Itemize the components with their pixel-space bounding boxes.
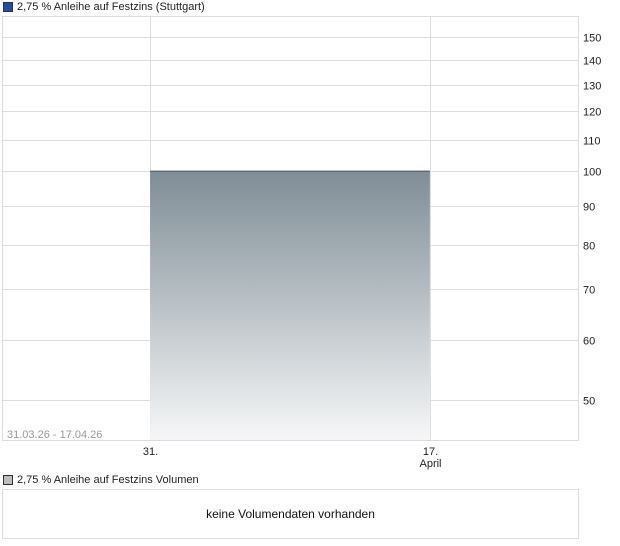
y-tick-label: 80: [583, 241, 595, 253]
no-volume-message: keine Volumendaten vorhanden: [206, 507, 375, 521]
x-tick-label: 17.: [423, 446, 438, 458]
price-area: [150, 171, 430, 440]
price-legend-label: 2,75 % Anleihe auf Festzins (Stuttgart): [17, 1, 205, 13]
y-tick-label: 50: [583, 396, 595, 408]
x-tick-label: 31.: [143, 446, 158, 458]
volume-legend: 2,75 % Anleihe auf Festzins Volumen: [3, 474, 199, 486]
price-legend: 2,75 % Anleihe auf Festzins (Stuttgart): [3, 1, 205, 13]
y-tick-label: 140: [583, 56, 601, 68]
y-tick-label: 70: [583, 285, 595, 297]
plot-frame: [2, 16, 579, 441]
volume-legend-swatch: [3, 475, 13, 485]
date-range-label: 31.03.26 - 17.04.26: [7, 429, 102, 441]
y-tick-label: 150: [583, 33, 601, 45]
y-tick-label: 120: [583, 107, 601, 119]
y-tick-label: 110: [583, 136, 601, 148]
price-legend-swatch: [3, 2, 13, 12]
y-tick-label: 90: [583, 202, 595, 214]
volume-panel: keine Volumendaten vorhanden: [2, 489, 579, 539]
volume-legend-label: 2,75 % Anleihe auf Festzins Volumen: [17, 474, 199, 486]
y-tick-label: 130: [583, 81, 601, 93]
y-tick-label: 100: [583, 167, 601, 179]
y-tick-label: 60: [583, 336, 595, 348]
x-tick-sublabel: April: [419, 458, 441, 470]
